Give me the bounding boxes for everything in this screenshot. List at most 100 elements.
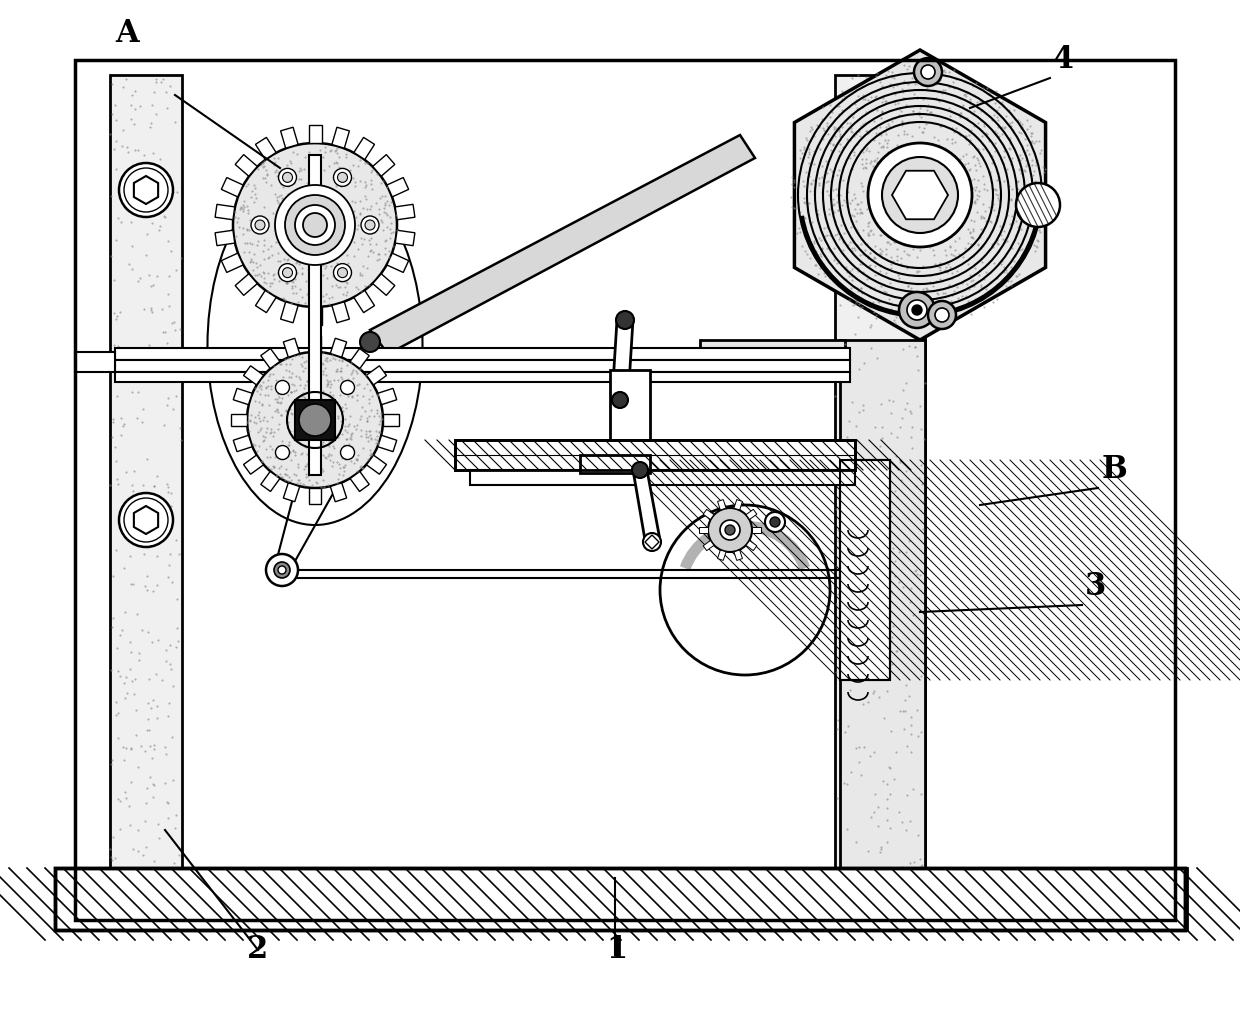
Circle shape	[644, 533, 661, 551]
Polygon shape	[255, 137, 277, 159]
Circle shape	[770, 517, 780, 527]
Circle shape	[334, 169, 351, 186]
Polygon shape	[233, 435, 252, 452]
Polygon shape	[396, 230, 415, 245]
Circle shape	[255, 220, 265, 230]
Polygon shape	[353, 290, 374, 313]
Bar	[74, 60, 1176, 920]
Polygon shape	[699, 527, 708, 533]
Polygon shape	[378, 435, 397, 452]
Polygon shape	[280, 127, 298, 148]
Polygon shape	[613, 320, 632, 400]
Circle shape	[341, 380, 355, 394]
Polygon shape	[280, 301, 298, 323]
Bar	[115, 360, 849, 372]
Circle shape	[278, 566, 286, 574]
Polygon shape	[718, 550, 727, 560]
Polygon shape	[367, 455, 387, 474]
Bar	[839, 340, 925, 880]
Text: 2: 2	[247, 934, 268, 965]
Polygon shape	[751, 527, 761, 533]
Circle shape	[911, 305, 923, 315]
Bar	[470, 470, 856, 485]
Polygon shape	[383, 414, 399, 426]
Bar	[55, 868, 1185, 930]
Polygon shape	[718, 500, 727, 510]
Text: B: B	[1102, 454, 1127, 485]
Polygon shape	[221, 253, 243, 273]
Circle shape	[882, 157, 959, 233]
Polygon shape	[703, 541, 714, 551]
Text: 4: 4	[1053, 44, 1074, 75]
Circle shape	[365, 220, 374, 230]
Circle shape	[247, 352, 383, 487]
Bar	[839, 460, 890, 680]
Polygon shape	[387, 178, 409, 197]
Circle shape	[275, 446, 289, 460]
Bar	[55, 868, 1185, 930]
Polygon shape	[260, 471, 280, 492]
Circle shape	[1016, 183, 1060, 227]
Polygon shape	[283, 482, 300, 502]
Polygon shape	[233, 388, 252, 405]
Circle shape	[361, 216, 379, 234]
Circle shape	[921, 65, 935, 79]
Circle shape	[283, 268, 293, 278]
Bar	[295, 400, 335, 440]
Circle shape	[616, 311, 634, 329]
Polygon shape	[373, 154, 394, 176]
Circle shape	[341, 446, 355, 460]
Polygon shape	[231, 414, 247, 426]
Circle shape	[275, 185, 355, 265]
Circle shape	[720, 520, 740, 540]
Circle shape	[124, 168, 167, 212]
Bar	[63, 868, 123, 930]
Polygon shape	[353, 137, 374, 159]
Bar	[55, 868, 1185, 930]
Bar	[610, 370, 650, 440]
Circle shape	[283, 173, 293, 182]
Polygon shape	[243, 366, 264, 385]
Polygon shape	[236, 154, 257, 176]
Bar	[580, 455, 650, 473]
Polygon shape	[367, 366, 387, 385]
Text: 3: 3	[1085, 571, 1106, 602]
Bar	[63, 868, 123, 930]
Polygon shape	[309, 125, 321, 143]
Bar	[701, 340, 844, 380]
Circle shape	[632, 462, 649, 478]
Polygon shape	[632, 470, 660, 540]
Circle shape	[906, 300, 928, 320]
Circle shape	[119, 493, 174, 547]
Circle shape	[708, 508, 751, 552]
Polygon shape	[734, 550, 743, 560]
Circle shape	[250, 216, 269, 234]
Polygon shape	[330, 482, 347, 502]
Polygon shape	[703, 509, 714, 519]
Polygon shape	[134, 176, 159, 204]
Circle shape	[868, 143, 972, 247]
Polygon shape	[221, 178, 243, 197]
Polygon shape	[332, 127, 350, 148]
Polygon shape	[373, 274, 394, 295]
Polygon shape	[892, 171, 949, 220]
Circle shape	[765, 512, 785, 532]
Polygon shape	[260, 349, 280, 369]
Circle shape	[274, 562, 290, 578]
Polygon shape	[215, 230, 234, 245]
Bar	[110, 75, 182, 875]
Polygon shape	[378, 388, 397, 405]
Polygon shape	[350, 471, 370, 492]
Polygon shape	[309, 336, 321, 352]
Bar	[309, 155, 321, 475]
Circle shape	[295, 205, 335, 245]
Bar	[455, 440, 856, 470]
Polygon shape	[370, 135, 755, 354]
Circle shape	[613, 392, 627, 408]
Polygon shape	[387, 253, 409, 273]
Polygon shape	[309, 487, 321, 504]
Bar	[1127, 868, 1187, 930]
Polygon shape	[645, 535, 658, 549]
Polygon shape	[255, 290, 277, 313]
Bar	[455, 440, 856, 470]
